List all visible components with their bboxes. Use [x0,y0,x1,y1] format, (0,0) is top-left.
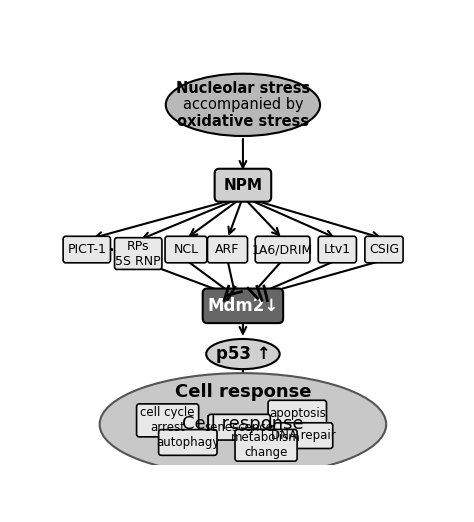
Text: Mdm2↓: Mdm2↓ [207,297,279,315]
Text: cell cycle
arrest: cell cycle arrest [140,406,195,434]
FancyBboxPatch shape [63,236,110,263]
FancyBboxPatch shape [255,236,310,263]
Text: metabolism
change: metabolism change [231,431,301,459]
Text: Nucleolar stress: Nucleolar stress [176,80,310,96]
Ellipse shape [166,74,320,136]
Text: oxidative stress: oxidative stress [177,114,309,129]
Text: RPs
5S RNP: RPs 5S RNP [115,240,161,268]
Text: CSIG: CSIG [369,243,399,256]
FancyBboxPatch shape [235,430,297,461]
Text: DNA repair: DNA repair [271,429,336,442]
Text: apoptosis: apoptosis [269,407,326,420]
Ellipse shape [100,373,386,476]
Text: 1A6/DRIM: 1A6/DRIM [252,243,313,256]
FancyBboxPatch shape [274,423,333,448]
Text: PICT-1: PICT-1 [67,243,106,256]
Text: autophagy: autophagy [156,436,219,449]
FancyBboxPatch shape [159,430,217,455]
FancyBboxPatch shape [318,236,356,263]
FancyBboxPatch shape [165,236,207,263]
Text: Cell response: Cell response [175,383,311,400]
FancyBboxPatch shape [268,400,327,426]
Text: senescence: senescence [205,421,274,434]
FancyBboxPatch shape [208,414,270,440]
Text: ARF: ARF [215,243,240,256]
Text: Ltv1: Ltv1 [324,243,351,256]
FancyBboxPatch shape [137,404,199,437]
Text: Cell response: Cell response [182,416,304,433]
FancyBboxPatch shape [365,236,403,263]
Ellipse shape [206,339,280,369]
Text: p53 ↑: p53 ↑ [216,345,270,363]
Text: NPM: NPM [223,177,263,193]
Text: NCL: NCL [173,243,199,256]
FancyBboxPatch shape [215,169,271,201]
Text: accompanied by: accompanied by [182,97,303,112]
FancyBboxPatch shape [115,238,162,269]
FancyBboxPatch shape [208,236,247,263]
FancyBboxPatch shape [203,289,283,323]
